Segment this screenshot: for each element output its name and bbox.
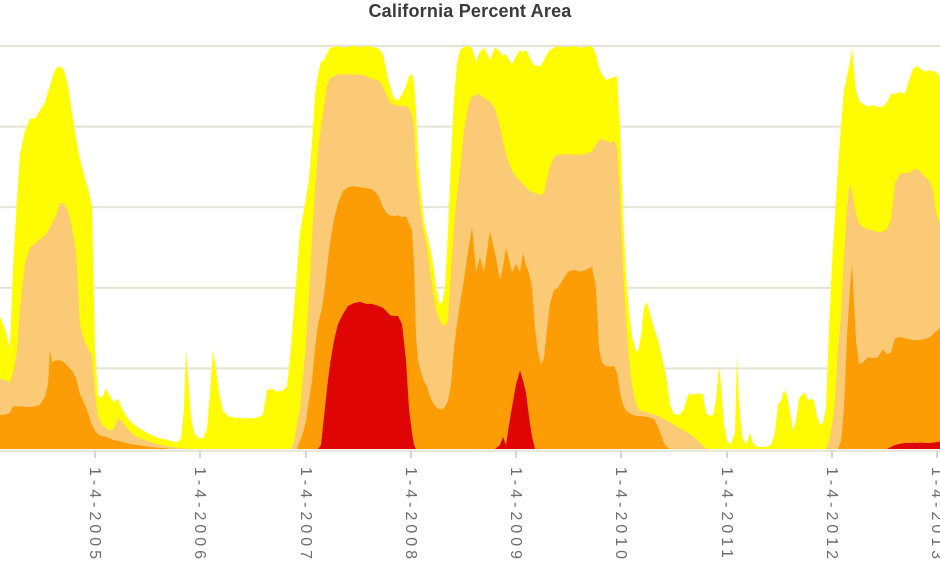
x-tick-label-1-4-2012: 1-4-2012 [823,467,840,563]
chart-title: California Percent Area [368,1,572,21]
x-axis-line [0,449,940,452]
orange-area [0,186,940,449]
x-tick-label-1-4-2005: 1-4-2005 [86,467,103,563]
x-tick-label-1-4-2010: 1-4-2010 [612,467,629,563]
x-tick-label-1-4-2009: 1-4-2009 [507,467,524,563]
x-tick-label-1-4-2013: 1-4-2013 [928,467,940,563]
x-tick-label-1-4-2006: 1-4-2006 [191,467,208,563]
x-tick-label-1-4-2008: 1-4-2008 [402,467,419,563]
x-tick-label-1-4-2007: 1-4-2007 [297,467,314,563]
x-tick-label-1-4-2011: 1-4-2011 [718,467,735,562]
gridline-100pct [0,45,940,47]
